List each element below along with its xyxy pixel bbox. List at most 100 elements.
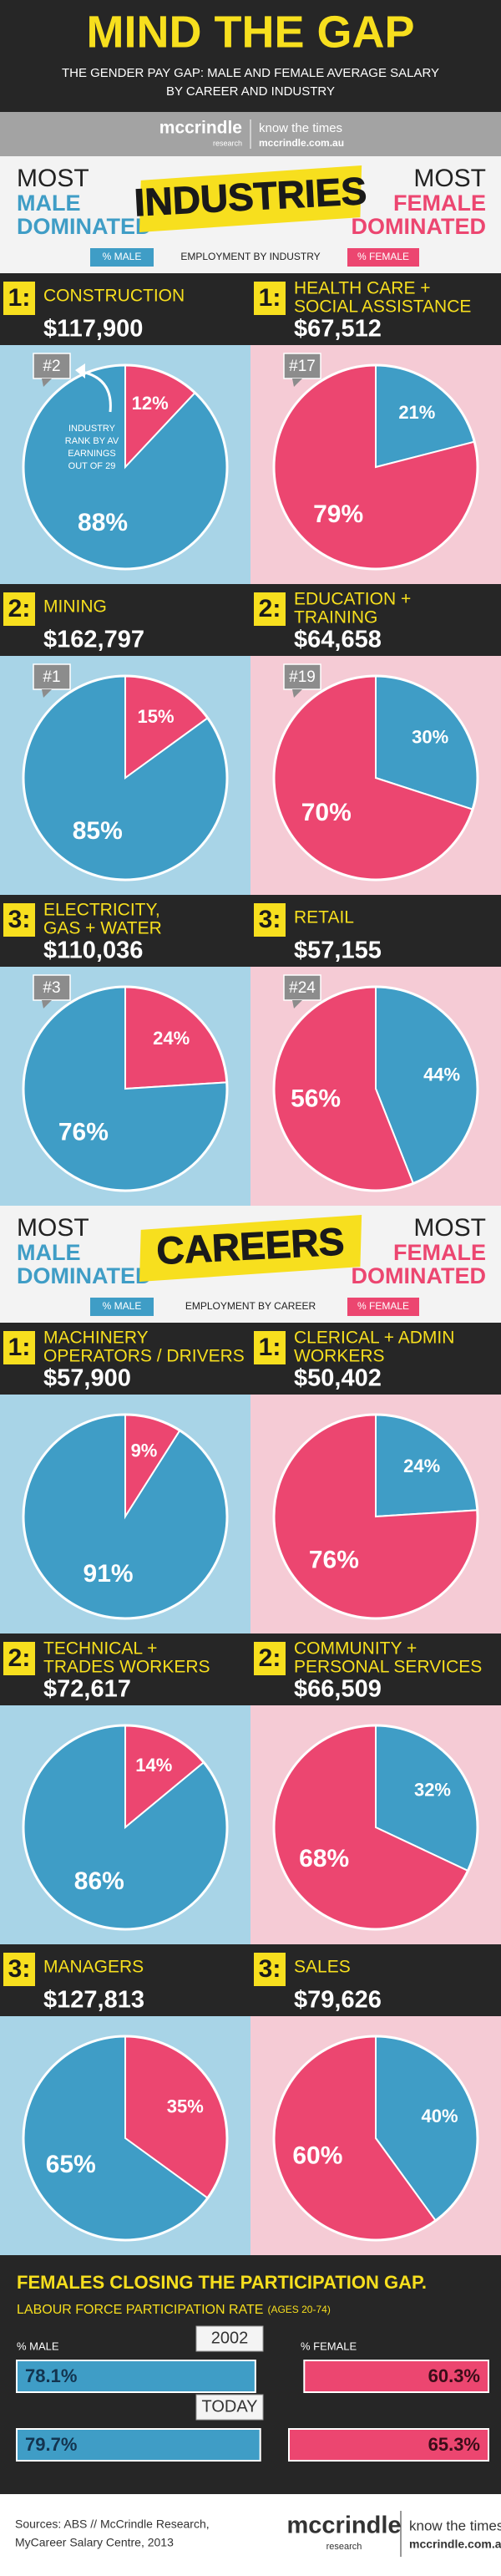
rank: 2:	[259, 1644, 281, 1672]
subtitle: BY CAREER AND INDUSTRY	[166, 84, 335, 99]
salary: $72,617	[43, 1676, 131, 1703]
pie-label: 30%	[412, 726, 448, 747]
badge	[33, 353, 71, 379]
sources: Sources: ABS // McCrindle Research,	[15, 2518, 210, 2531]
row-name: ELECTRICITY,	[43, 901, 160, 920]
bar-female	[303, 2360, 489, 2393]
pie-label: 35%	[167, 2096, 204, 2116]
rank-box	[3, 592, 35, 626]
rank: 3:	[259, 906, 281, 933]
legend-female	[347, 1298, 419, 1316]
heading-most: MOST	[413, 1214, 486, 1242]
rank-box	[3, 282, 35, 315]
legend-label: % MALE	[103, 1300, 142, 1312]
legend-label: % FEMALE	[357, 251, 409, 262]
brand-sub: research	[213, 139, 242, 147]
subtitle-note: (AGES 20-74)	[267, 2304, 330, 2315]
pie-label: 32%	[414, 1780, 451, 1801]
title: MIND THE GAP	[86, 7, 414, 57]
row-name: CONSTRUCTION	[43, 287, 185, 306]
subtitle: THE GENDER PAY GAP: MALE AND FEMALE AVER…	[62, 66, 439, 80]
row-band	[0, 1944, 501, 2016]
salary: $57,900	[43, 1365, 131, 1392]
participation-title: FEMALES CLOSING THE PARTICIPATION GAP.	[17, 2272, 427, 2293]
banner: CAREERS	[139, 1214, 362, 1283]
pie-outline	[272, 363, 479, 571]
row-name: CLERICAL + ADMIN	[294, 1329, 454, 1348]
row-band	[0, 1323, 501, 1395]
heading: DOMINATED	[17, 1263, 152, 1288]
pie-label: 76%	[309, 1546, 359, 1573]
rank: 1:	[259, 1334, 281, 1361]
pie-label: 79%	[313, 500, 363, 528]
pie-label: 56%	[291, 1085, 341, 1113]
badge-pointer	[292, 1000, 302, 1009]
bar-label: 65.3%	[428, 2434, 480, 2455]
pie-outline	[272, 674, 479, 882]
badge	[283, 663, 321, 690]
url: mccrindle.com.au	[259, 137, 344, 149]
bar-male	[16, 2428, 261, 2462]
legend-title: EMPLOYMENT BY CAREER	[185, 1300, 316, 1312]
heading-most: MOST	[413, 165, 486, 192]
pie-label: 12%	[132, 393, 169, 414]
pie-label: 9%	[131, 1440, 158, 1461]
badge-pointer	[42, 689, 52, 698]
banner: INDUSTRIES	[133, 165, 368, 233]
heading: DOMINATED	[352, 1263, 487, 1288]
pie-label: 91%	[84, 1560, 134, 1588]
legend-label: % FEMALE	[357, 1300, 409, 1312]
legend-male	[90, 248, 154, 267]
salary: $50,402	[294, 1365, 382, 1392]
badge-label: #19	[289, 668, 316, 686]
url: mccrindle.com.au	[409, 2538, 501, 2551]
rank-box	[3, 903, 35, 937]
pie-label: 76%	[58, 1118, 109, 1146]
pie-outline	[22, 1413, 229, 1620]
annotation: EARNINGS	[68, 449, 115, 459]
pie-outline	[272, 1413, 479, 1620]
brand-sub: research	[326, 2542, 362, 2552]
pie-label: 40%	[422, 2106, 458, 2126]
row-name: MINING	[43, 597, 107, 617]
pie-label: 60%	[292, 2142, 342, 2170]
annotation-arrowhead	[75, 363, 85, 379]
legend-male	[90, 1298, 154, 1316]
year-tag	[195, 2325, 264, 2352]
row-name: TRADES WORKERS	[43, 1658, 210, 1677]
rank: 1:	[8, 1334, 31, 1361]
bar-label: 60.3%	[428, 2365, 480, 2386]
subtitle-main: LABOUR FORCE PARTICIPATION RATE	[17, 2303, 263, 2317]
pie-label: 70%	[301, 799, 352, 826]
rank: 2:	[259, 595, 281, 622]
year-label: TODAY	[201, 2397, 257, 2416]
legend-female	[347, 248, 419, 267]
badge	[33, 663, 71, 690]
annotation: RANK BY AV	[65, 436, 119, 446]
pie-label: 24%	[153, 1028, 190, 1049]
banner-bg	[139, 165, 362, 233]
pie-label: 14%	[135, 1755, 172, 1776]
pie-outline	[272, 1724, 479, 1931]
brand: mccrindle	[159, 119, 242, 138]
rank-box	[254, 1331, 286, 1364]
brand: mccrindle	[287, 2512, 402, 2539]
salary: $66,509	[294, 1676, 382, 1703]
row-name: COMMUNITY +	[294, 1639, 417, 1659]
pie-label: 44%	[423, 1064, 460, 1085]
pie-label: 88%	[78, 509, 128, 536]
badge-label: #17	[289, 358, 316, 375]
row-name: HEALTH CARE +	[294, 279, 431, 298]
row-name: GAS + WATER	[43, 919, 162, 938]
banner-title: CAREERS	[155, 1219, 345, 1273]
row-band	[0, 895, 501, 967]
row-name: OPERATORS / DRIVERS	[43, 1347, 245, 1366]
row-name: EDUCATION +	[294, 590, 411, 609]
badge-label: #1	[43, 668, 60, 686]
footer-bg	[0, 2494, 501, 2576]
pie-outline	[22, 363, 229, 571]
rank-box	[254, 592, 286, 626]
bar-female	[288, 2428, 490, 2462]
bar-label: 78.1%	[25, 2365, 77, 2386]
